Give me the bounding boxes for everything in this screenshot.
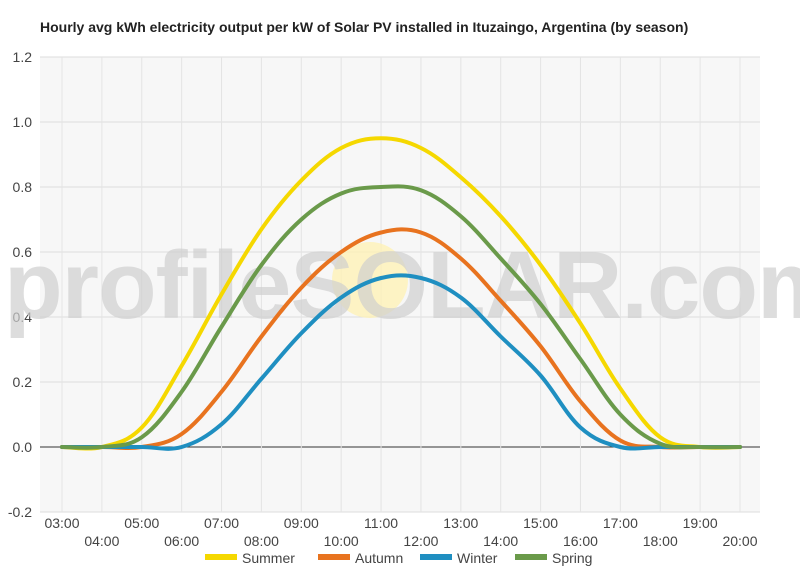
legend-swatch-winter — [420, 554, 452, 560]
series-line-spring — [60, 184, 742, 450]
legend-swatch-summer — [205, 554, 237, 560]
x-tick-label: 07:00 — [204, 515, 239, 531]
legend-swatch-spring — [515, 554, 547, 560]
x-tick-label: 20:00 — [722, 533, 757, 549]
y-tick-label: -0.2 — [8, 504, 32, 520]
y-tick-label: 1.2 — [13, 49, 33, 65]
y-tick-label: 0.0 — [13, 439, 33, 455]
x-tick-label: 05:00 — [124, 515, 159, 531]
x-tick-label: 04:00 — [84, 533, 119, 549]
x-tick-label: 08:00 — [244, 533, 279, 549]
x-tick-label: 19:00 — [683, 515, 718, 531]
y-tick-label: 0.2 — [13, 374, 33, 390]
x-tick-label: 03:00 — [44, 515, 79, 531]
series-line-winter — [60, 273, 742, 451]
x-tick-label: 14:00 — [483, 533, 518, 549]
x-tick-label: 12:00 — [403, 533, 438, 549]
series-line-autumn — [60, 227, 742, 451]
legend-label-spring: Spring — [552, 550, 592, 566]
legend-label-autumn: Autumn — [355, 550, 403, 566]
legend-label-summer: Summer — [242, 550, 295, 566]
x-tick-label: 17:00 — [603, 515, 638, 531]
y-tick-label: 1.0 — [13, 114, 33, 130]
watermark-text: profileSOLAR.com — [4, 232, 800, 339]
y-tick-label: 0.4 — [13, 309, 33, 325]
x-tick-label: 10:00 — [324, 533, 359, 549]
legend-swatch-autumn — [318, 554, 350, 560]
chart-title: Hourly avg kWh electricity output per kW… — [40, 19, 689, 35]
x-tick-label: 06:00 — [164, 533, 199, 549]
x-tick-label: 16:00 — [563, 533, 598, 549]
y-tick-label: 0.8 — [13, 179, 33, 195]
x-tick-label: 13:00 — [443, 515, 478, 531]
x-tick-label: 11:00 — [364, 515, 398, 531]
legend-label-winter: Winter — [457, 550, 498, 566]
y-tick-label: 0.6 — [13, 244, 33, 260]
series-line-summer — [60, 136, 742, 451]
x-tick-label: 15:00 — [523, 515, 558, 531]
x-tick-label: 09:00 — [284, 515, 319, 531]
x-tick-label: 18:00 — [643, 533, 678, 549]
